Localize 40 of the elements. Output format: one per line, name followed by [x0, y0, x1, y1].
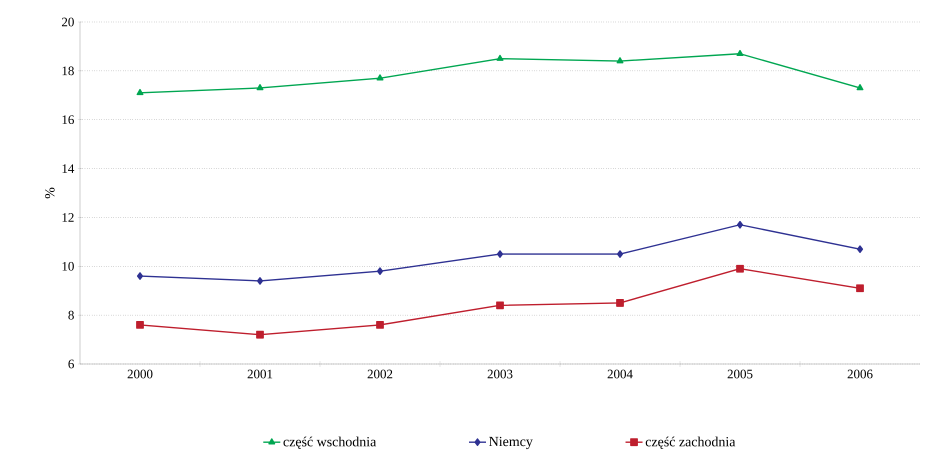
- point: [496, 54, 504, 61]
- y-tick-label: 16: [62, 115, 74, 124]
- point: [376, 74, 384, 80]
- point: [736, 264, 744, 273]
- point: [256, 277, 264, 285]
- y-tick-label: 6: [68, 360, 74, 368]
- point: [616, 250, 624, 258]
- y-tick-label: 10: [62, 262, 74, 271]
- point: [376, 267, 384, 276]
- x-tick-label: 2005: [728, 370, 752, 378]
- point: [136, 88, 144, 96]
- point: [856, 245, 864, 254]
- point: [136, 321, 144, 329]
- x-tick-label: 2000: [128, 370, 152, 378]
- legend-label: część wschodnia: [284, 436, 376, 450]
- point: [616, 299, 624, 307]
- legend-label: Niemcy: [489, 436, 533, 450]
- point: [136, 272, 144, 280]
- point: [496, 250, 504, 258]
- x-tick-label: 2001: [248, 370, 272, 378]
- point: [616, 57, 624, 64]
- y-tick-label: 18: [62, 66, 74, 76]
- y-tick-label: 12: [62, 213, 74, 222]
- y-tick-label: 20: [62, 18, 74, 26]
- point: [856, 84, 864, 90]
- x-tick-label: 2003: [488, 370, 512, 378]
- y-tick-label: 14: [62, 164, 74, 173]
- point: [256, 330, 264, 339]
- point: [736, 50, 744, 56]
- x-tick-label: 2004: [608, 370, 633, 378]
- x-tick-label: 2002: [368, 370, 392, 378]
- point: [376, 321, 384, 329]
- x-tick-label: 2006: [848, 370, 873, 378]
- y-tick-label: 8: [68, 310, 74, 320]
- point: [736, 220, 744, 229]
- point: [496, 301, 504, 310]
- y-axis-title: %: [45, 188, 55, 198]
- point: [856, 284, 864, 292]
- point: [256, 84, 264, 90]
- legend-label: część zachodnia: [646, 436, 736, 450]
